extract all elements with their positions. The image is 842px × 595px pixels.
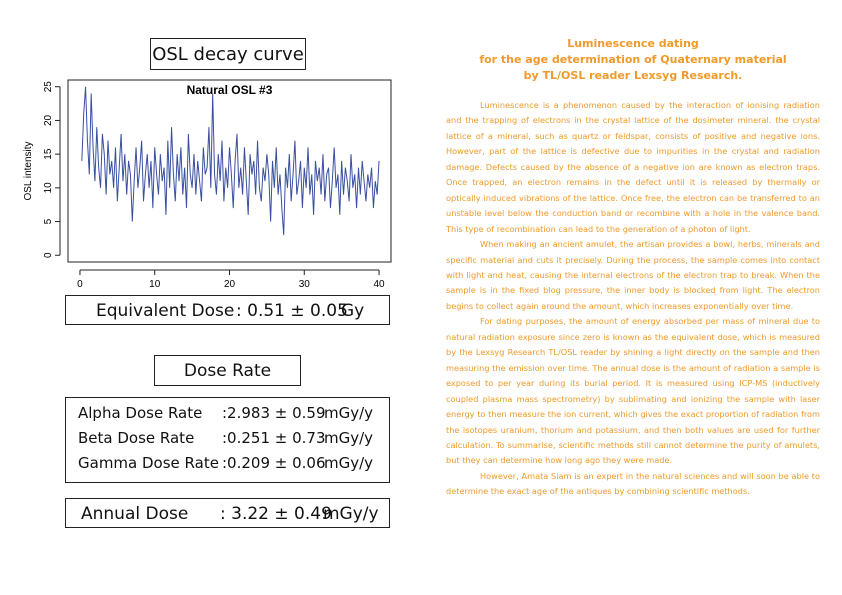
y-tick-label: 20 [43, 114, 54, 126]
plot-frame [67, 79, 392, 263]
title-line: Luminescence dating [567, 37, 699, 50]
equivalent-dose: Equivalent Dose : 0.51 ± 0.05 Gy [65, 295, 390, 325]
value: :2.983 ± 0.59 [222, 404, 326, 422]
y-tick-label: 10 [43, 182, 54, 194]
value: : 0.51 ± 0.05 [236, 301, 348, 321]
x-tick-label: 20 [224, 279, 236, 290]
article-body: Luminescence is a phenomenon caused by t… [446, 98, 820, 500]
paragraph: Luminescence is a phenomenon caused by t… [446, 100, 820, 234]
unit: mGy/y [323, 504, 379, 524]
y-tick-label: 15 [43, 148, 54, 160]
y-axis-label: OSL intensity [23, 141, 34, 200]
y-tick-label: 5 [43, 218, 54, 224]
dose-rate-row: Gamma Dose Rate:0.209 ± 0.06 mGy/y [78, 454, 388, 474]
unit: mGy/y [324, 454, 374, 472]
data-line [81, 86, 380, 236]
x-tick-label: 10 [149, 279, 161, 290]
unit: Gy [341, 301, 365, 321]
paragraph: For dating purposes, the amount of energ… [446, 316, 820, 466]
title-line: by TL/OSL reader Lexsyg Research. [523, 69, 743, 82]
x-tick-label: 30 [299, 279, 311, 290]
x-tick-label: 0 [77, 279, 83, 290]
dose-rate-title: Dose Rate [154, 355, 301, 386]
label: Annual Dose [81, 504, 189, 524]
value: : 3.22 ± 0.49 [220, 504, 332, 524]
dose-rate-row: Beta Dose Rate :0.251 ± 0.73 mGy/y [78, 429, 388, 449]
paragraph: However, Amata Siam is an expert in the … [446, 470, 820, 497]
annual-dose: Annual Dose : 3.22 ± 0.49 mGy/y [65, 498, 390, 528]
label: Gamma Dose Rate [78, 454, 219, 472]
unit: mGy/y [324, 429, 374, 447]
label: Alpha Dose Rate [78, 404, 203, 422]
value: :0.251 ± 0.73 [222, 429, 326, 447]
label: Beta Dose Rate [78, 429, 195, 447]
title-line: for the age determination of Quaternary … [479, 53, 787, 66]
dose-rate-table: Alpha Dose Rate:2.983 ± 0.59 mGy/y Beta Do… [65, 397, 390, 483]
dose-rate-row: Alpha Dose Rate :2.983 ± 0.59 mGy/y [78, 404, 388, 424]
unit: mGy/y [324, 404, 374, 422]
chart-heading: OSL decay curve [150, 38, 306, 70]
y-tick-label: 25 [43, 81, 54, 93]
article-title: Luminescence dating for the age determina… [446, 36, 820, 84]
label: Equivalent Dose [96, 301, 235, 321]
x-tick-label: 40 [373, 279, 385, 290]
article: Luminescence dating for the age determina… [446, 36, 820, 500]
chart-title: Natural OSL #3 [187, 83, 273, 97]
paragraph: When making an ancient amulet, the artis… [446, 239, 820, 311]
y-tick-label: 0 [43, 252, 54, 258]
value: :0.209 ± 0.06 [222, 454, 326, 472]
